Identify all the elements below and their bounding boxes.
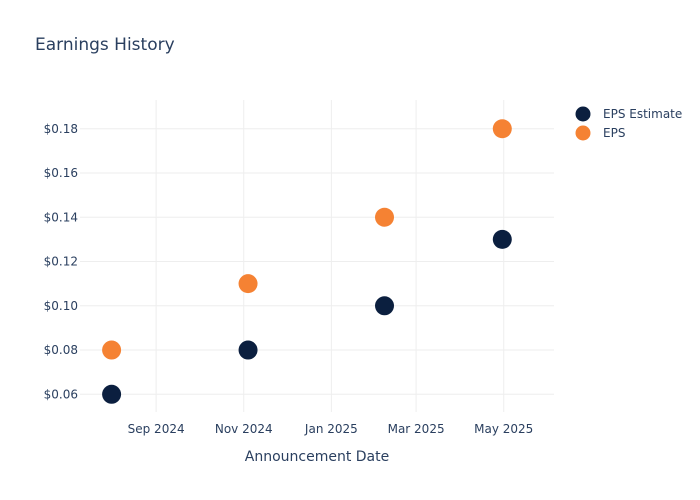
y-tick-label: $0.14 [44, 210, 78, 224]
eps-point[interactable] [102, 340, 122, 360]
legend-label[interactable]: EPS [603, 126, 625, 140]
y-tick-label: $0.18 [44, 122, 78, 136]
legend-label[interactable]: EPS Estimate [603, 107, 682, 121]
x-tick-label: May 2025 [474, 422, 533, 436]
grid-layer [80, 100, 554, 412]
data-points [102, 119, 512, 404]
eps-estimate-point[interactable] [375, 296, 395, 316]
legend[interactable]: EPS Estimate EPS [575, 106, 683, 141]
eps-point[interactable] [375, 207, 395, 227]
eps-estimate-point[interactable] [102, 384, 122, 404]
eps-estimate-point[interactable] [238, 340, 258, 360]
x-tick-label: Nov 2024 [215, 422, 273, 436]
eps-point[interactable] [238, 274, 258, 294]
x-tick-labels: Sep 2024 Nov 2024 Jan 2025 Mar 2025 May 2025 [128, 422, 534, 436]
y-tick-label: $0.08 [44, 343, 78, 357]
x-tick-label: Mar 2025 [388, 422, 445, 436]
y-tick-label: $0.16 [44, 166, 78, 180]
y-tick-labels: $0.06 $0.08 $0.10 $0.12 $0.14 $0.16 $0.18 [44, 122, 78, 402]
legend-marker[interactable] [575, 125, 591, 141]
x-axis-title: Announcement Date [245, 449, 389, 465]
y-tick-label: $0.10 [44, 299, 78, 313]
legend-marker[interactable] [575, 106, 591, 122]
chart-title: Earnings History [35, 35, 175, 55]
x-tick-label: Sep 2024 [128, 422, 185, 436]
y-tick-label: $0.12 [44, 255, 78, 269]
x-tick-label: Jan 2025 [304, 422, 358, 436]
y-tick-label: $0.06 [44, 387, 78, 401]
eps-point[interactable] [492, 119, 512, 139]
eps-estimate-point[interactable] [492, 229, 512, 249]
